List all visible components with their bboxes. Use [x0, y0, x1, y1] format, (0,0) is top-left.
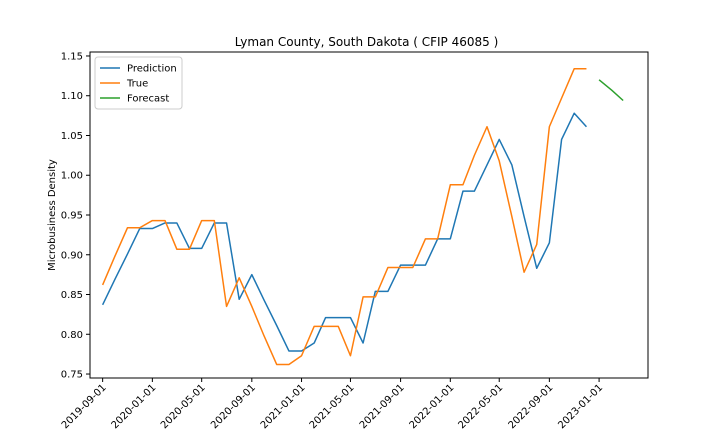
legend-label-forecast: Forecast	[127, 94, 169, 105]
y-tick-label: 1.10	[61, 91, 83, 102]
plot-area	[101, 67, 624, 366]
y-tick-label: 1.05	[61, 131, 83, 142]
y-tick-label: 1.15	[61, 51, 83, 62]
y-axis: 0.75 0.80 0.85 0.90 0.95 1.00 1.05 1.10 1.15	[61, 51, 90, 381]
y-tick-label: 0.80	[61, 330, 83, 341]
series-line-prediction	[101, 112, 588, 352]
legend: Prediction True Forecast	[94, 56, 183, 110]
x-tick-label: 2021-09-01	[358, 382, 407, 431]
x-tick-label: 2021-01-01	[259, 382, 308, 431]
legend-label-prediction: Prediction	[127, 64, 177, 75]
y-tick-label: 0.85	[61, 290, 83, 301]
x-tick-label: 2020-01-01	[110, 382, 159, 431]
x-tick-label: 2022-09-01	[507, 382, 556, 431]
chart-title: Lyman County, South Dakota ( CFIP 46085 …	[235, 35, 499, 49]
x-tick-label: 2022-01-01	[408, 382, 457, 431]
legend-box	[94, 56, 183, 110]
x-tick-label: 2022-05-01	[456, 382, 505, 431]
x-axis: 2019-09-01 2020-01-01 2020-05-01 2020-09-01…	[60, 378, 605, 431]
legend-label-true: True	[126, 79, 148, 90]
series-line-forecast	[598, 79, 624, 102]
x-tick-label: 2020-09-01	[209, 382, 258, 431]
x-tick-label: 2019-09-01	[60, 382, 109, 431]
y-axis-title: Microbusiness Density	[47, 159, 58, 271]
y-tick-label: 0.75	[61, 370, 83, 381]
y-tick-label: 1.00	[61, 171, 83, 182]
y-tick-label: 0.90	[61, 250, 83, 261]
x-tick-label: 2020-05-01	[159, 382, 208, 431]
x-tick-label: 2023-01-01	[556, 382, 605, 431]
x-tick-label: 2021-05-01	[308, 382, 357, 431]
y-tick-label: 0.95	[61, 211, 83, 222]
series-line-true	[101, 67, 587, 366]
